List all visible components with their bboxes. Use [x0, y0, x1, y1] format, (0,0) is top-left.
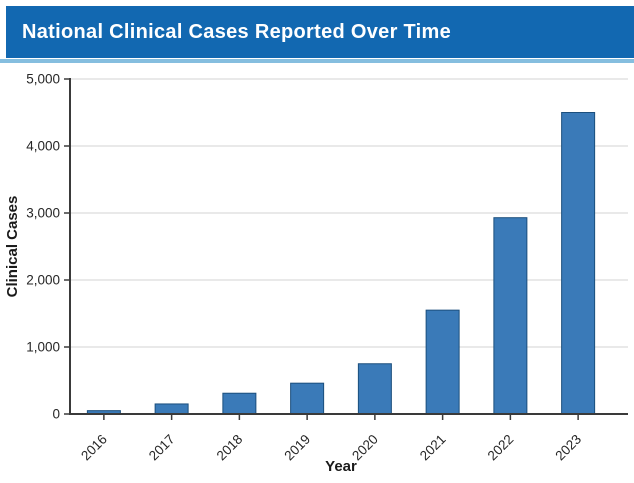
header-underline: [0, 59, 634, 63]
y-tick-label: 3,000: [26, 206, 60, 221]
chart-title: National Clinical Cases Reported Over Ti…: [22, 20, 452, 43]
y-tick-label: 0: [52, 407, 60, 422]
bar-2020: [357, 363, 392, 415]
x-axis-title: Year: [325, 458, 357, 475]
y-tick-label: 5,000: [26, 72, 60, 87]
header-banner: National Clinical Cases Reported Over Ti…: [6, 6, 634, 58]
x-tick-label: 2022: [485, 432, 517, 464]
bar-2022: [493, 217, 528, 415]
y-tick-label: 1,000: [26, 340, 60, 355]
bar-2019: [290, 382, 325, 415]
bar-2023: [561, 112, 596, 415]
bar-2017: [154, 403, 189, 415]
y-tick-label: 2,000: [26, 273, 60, 288]
x-tick-label: 2017: [146, 432, 178, 464]
x-tick-label: 2018: [214, 432, 246, 464]
x-tick-label: 2023: [552, 432, 584, 464]
x-tick-label: 2021: [417, 432, 449, 464]
y-tick-label: 4,000: [26, 139, 60, 154]
x-tick-label: 2019: [281, 432, 313, 464]
y-axis-title: Clinical Cases: [4, 196, 21, 298]
bar-chart: 0 1,000 2,000 3,000 4,000 5,000 2016 2017 2018 20…: [4, 72, 628, 475]
bar-2018: [222, 392, 257, 415]
bar-2021: [425, 309, 460, 415]
chart-area: 0 1,000 2,000 3,000 4,000 5,000 2016 2017 2018 20…: [0, 63, 634, 483]
x-tick-label: 2016: [78, 432, 110, 464]
